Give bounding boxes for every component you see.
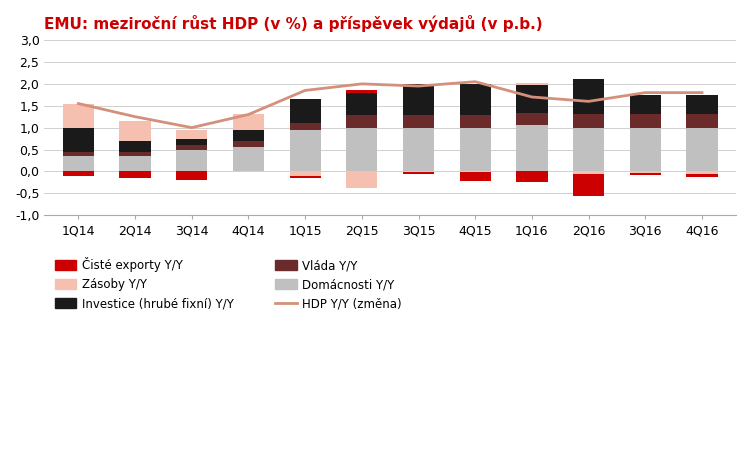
Bar [460, 128, 491, 171]
Bar [573, 128, 605, 171]
Bar [346, 91, 378, 92]
Bar [176, 138, 207, 145]
Bar [290, 99, 321, 123]
Bar [176, 130, 207, 138]
Bar [290, 123, 321, 130]
Bar [63, 156, 94, 171]
Legend: Čisté exporty Y/Y, Zásoby Y/Y, Investice (hrubé fixní) Y/Y, Vláda Y/Y, Domácnost: Čisté exporty Y/Y, Zásoby Y/Y, Investice… [50, 253, 407, 315]
Bar [629, 173, 661, 175]
Bar [176, 145, 207, 149]
Bar [233, 130, 264, 141]
Bar [686, 128, 717, 171]
Bar [403, 115, 434, 128]
Bar [686, 95, 717, 115]
Bar [573, 78, 605, 115]
Bar [403, 171, 434, 172]
Bar [573, 171, 605, 175]
Bar [346, 128, 378, 171]
Bar [119, 141, 151, 152]
Bar [119, 152, 151, 156]
Bar [63, 128, 94, 152]
Bar [119, 171, 151, 178]
Bar [686, 115, 717, 128]
Bar [517, 171, 547, 182]
Bar [290, 176, 321, 178]
Bar [460, 115, 491, 128]
Bar [290, 130, 321, 171]
Bar [573, 115, 605, 128]
Bar [403, 172, 434, 175]
Bar [460, 171, 491, 172]
Text: EMU: meziroční růst HDP (v %) a příspěvek výdajů (v p.b.): EMU: meziroční růst HDP (v %) a příspěve… [44, 15, 543, 32]
Bar [629, 95, 661, 115]
Bar [233, 141, 264, 147]
Bar [176, 149, 207, 171]
Bar [403, 128, 434, 171]
Bar [176, 171, 207, 180]
Bar [460, 84, 491, 115]
Bar [346, 171, 378, 188]
Bar [346, 115, 378, 128]
Bar [686, 171, 717, 175]
Bar [346, 92, 378, 115]
Bar [63, 171, 94, 176]
Bar [119, 121, 151, 141]
Bar [629, 171, 661, 173]
Bar [63, 104, 94, 128]
Bar [63, 152, 94, 156]
Bar [233, 147, 264, 171]
Bar [233, 115, 264, 130]
Bar [517, 83, 547, 85]
Bar [460, 172, 491, 181]
Bar [686, 175, 717, 177]
Bar [573, 175, 605, 196]
Bar [403, 84, 434, 115]
Bar [629, 128, 661, 171]
Bar [517, 125, 547, 171]
Bar [517, 85, 547, 113]
Bar [119, 156, 151, 171]
Bar [517, 113, 547, 125]
Bar [290, 171, 321, 176]
Bar [629, 115, 661, 128]
